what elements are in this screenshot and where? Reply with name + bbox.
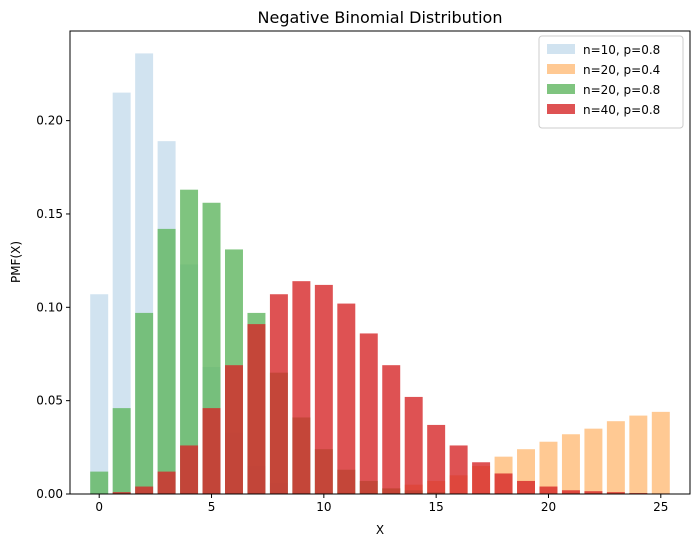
x-tick-label: 10 <box>316 500 331 514</box>
bar <box>629 415 648 494</box>
legend-swatch <box>547 84 575 94</box>
bar <box>427 424 446 494</box>
legend-label: n=20, p=0.4 <box>583 63 660 77</box>
plot-frame <box>69 30 691 495</box>
legend-swatch <box>547 64 575 74</box>
x-tick-label: 15 <box>429 500 444 514</box>
bar <box>517 480 535 494</box>
y-tick-label: 0.15 <box>36 207 63 221</box>
x-tick-label: 5 <box>208 500 216 514</box>
bar <box>337 303 356 494</box>
x-tick-label: 20 <box>541 500 556 514</box>
bar <box>584 491 603 494</box>
bar <box>180 189 199 494</box>
bar <box>472 462 491 494</box>
bar <box>225 365 243 494</box>
bars-group <box>90 53 670 495</box>
bar <box>112 92 131 494</box>
bar <box>404 396 423 494</box>
y-tick-label: 0.10 <box>36 300 63 314</box>
x-tick-label: 25 <box>653 500 668 514</box>
bar <box>292 281 311 494</box>
bar <box>112 492 131 494</box>
legend-swatch <box>547 44 575 54</box>
legend-label: n=40, p=0.8 <box>583 103 660 117</box>
bar <box>314 284 333 494</box>
bar <box>561 490 580 494</box>
legend-swatch <box>547 104 575 114</box>
bar <box>269 294 288 494</box>
bar <box>135 486 154 494</box>
bar <box>584 428 603 494</box>
axes-group: 0 5 10 15 20 25 0.00 0.05 0.10 0.15 0.20 <box>36 114 668 514</box>
bar <box>157 228 176 495</box>
bar <box>157 471 176 494</box>
y-tick-label: 0.20 <box>36 114 63 128</box>
x-axis-label: X <box>376 523 384 537</box>
bar <box>539 486 558 494</box>
y-tick-label: 0.00 <box>36 487 63 501</box>
bar <box>112 408 131 494</box>
bar <box>247 324 266 494</box>
bar <box>606 492 625 494</box>
bar <box>202 408 221 494</box>
legend-label: n=10, p=0.8 <box>583 43 660 57</box>
y-tick-label: 0.05 <box>36 394 63 408</box>
bar <box>651 411 670 494</box>
bar <box>494 473 513 494</box>
bar <box>135 312 154 494</box>
bar <box>449 445 468 494</box>
bar <box>382 365 401 494</box>
bar <box>90 471 109 494</box>
bar <box>90 294 109 494</box>
chart-title: Negative Binomial Distribution <box>258 8 503 27</box>
bar-series-3 <box>90 281 670 494</box>
bar <box>606 421 625 494</box>
bar <box>180 445 199 494</box>
bar <box>561 434 580 494</box>
legend: n=10, p=0.8 n=20, p=0.4 n=20, p=0.8 n=40, p… <box>538 35 684 129</box>
x-tick-label: 0 <box>95 500 103 514</box>
y-axis-label: PMF(X) <box>9 241 23 283</box>
bar <box>359 333 378 494</box>
bar <box>539 441 558 494</box>
legend-label: n=20, p=0.8 <box>583 83 660 97</box>
